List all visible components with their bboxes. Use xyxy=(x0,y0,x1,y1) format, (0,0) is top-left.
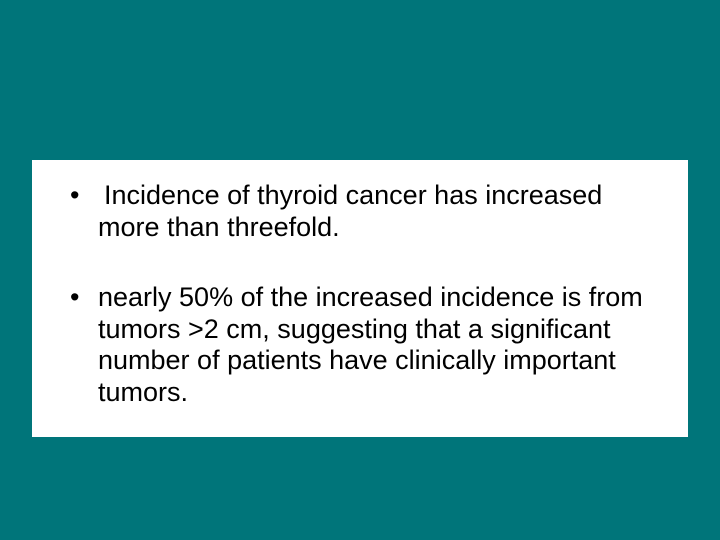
bullet-icon: • xyxy=(70,180,79,212)
list-item: • nearly 50% of the increased incidence … xyxy=(62,282,658,409)
list-item: • Incidence of thyroid cancer has increa… xyxy=(62,180,658,244)
slide-content-box: • Incidence of thyroid cancer has increa… xyxy=(32,160,688,437)
bullet-icon: • xyxy=(70,282,79,314)
bullet-list: • Incidence of thyroid cancer has increa… xyxy=(62,180,658,409)
bullet-text: nearly 50% of the increased incidence is… xyxy=(98,282,643,408)
bullet-text: Incidence of thyroid cancer has increase… xyxy=(98,180,602,242)
